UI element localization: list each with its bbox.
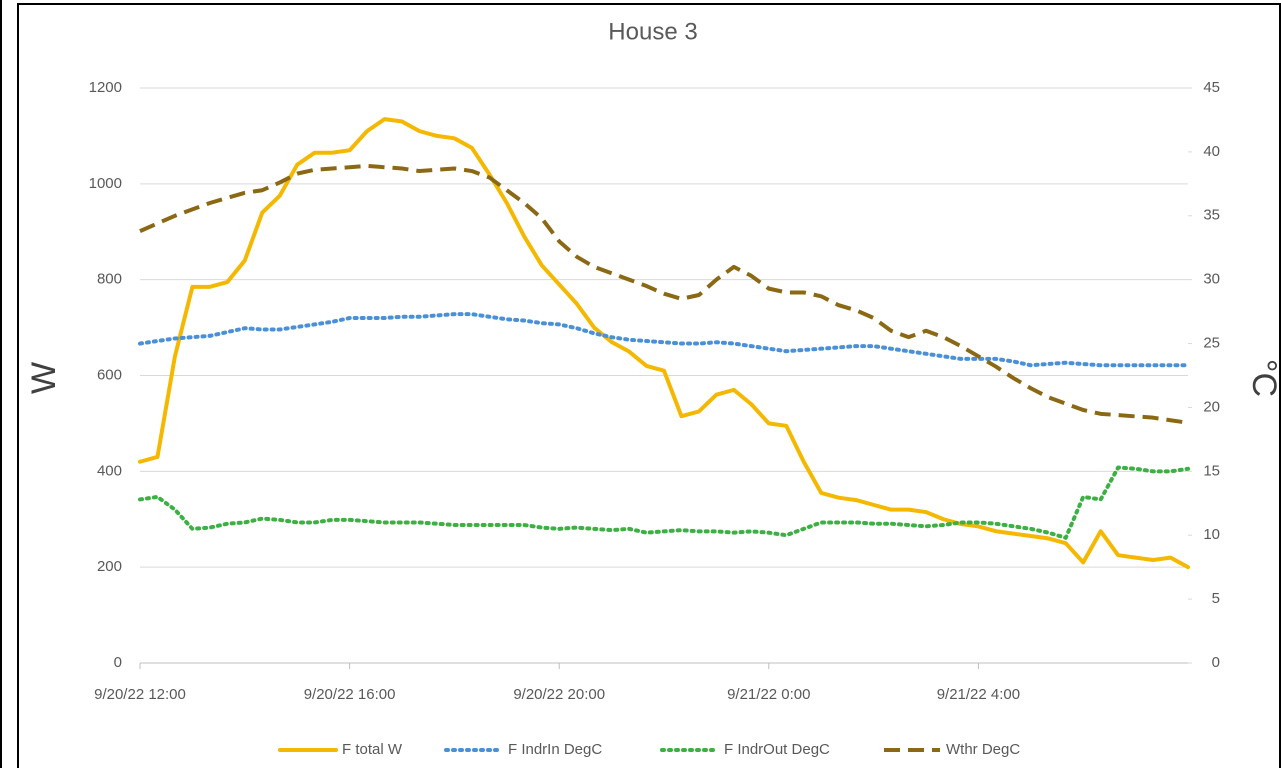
y2-axis-label: °C [1245, 359, 1281, 397]
y2-tick-label: 30 [1203, 271, 1220, 288]
y-axis-label: W [25, 362, 63, 394]
x-tick-label: 9/20/22 12:00 [94, 686, 186, 703]
series-line [138, 117, 1190, 570]
y2-tick-label: 25 [1203, 335, 1220, 352]
y2-tick-label: 15 [1203, 462, 1220, 479]
x-tick-label: 9/21/22 4:00 [937, 686, 1020, 703]
y-tick-label: 800 [97, 271, 122, 288]
x-tick-label: 9/21/22 0:00 [727, 686, 810, 703]
series-line [139, 163, 1189, 425]
y2-tick-label: 45 [1203, 79, 1220, 96]
series-line [138, 465, 1190, 540]
y-tick-label: 1200 [89, 79, 122, 96]
series-line [138, 312, 1190, 368]
legend-label: F total W [342, 741, 403, 758]
y-tick-label: 1000 [89, 175, 122, 192]
legend-label: F IndrOut DegC [724, 741, 830, 758]
y-tick-label: 600 [97, 366, 122, 383]
frame [17, 3, 1281, 768]
legend-label: F IndrIn DegC [508, 741, 602, 758]
y2-tick-label: 35 [1203, 207, 1220, 224]
x-tick-label: 9/20/22 16:00 [304, 686, 396, 703]
y2-tick-label: 0 [1212, 654, 1220, 671]
x-tick-label: 9/20/22 20:00 [513, 686, 605, 703]
legend-label: Wthr DegC [946, 741, 1020, 758]
y2-tick-label: 10 [1203, 526, 1220, 543]
y2-tick-label: 40 [1203, 143, 1220, 160]
y2-tick-label: 5 [1212, 590, 1220, 607]
chart-title: House 3 [608, 18, 697, 45]
y-tick-label: 0 [114, 654, 122, 671]
y2-tick-label: 20 [1203, 398, 1220, 415]
y-tick-label: 400 [97, 462, 122, 479]
y-tick-label: 200 [97, 558, 122, 575]
